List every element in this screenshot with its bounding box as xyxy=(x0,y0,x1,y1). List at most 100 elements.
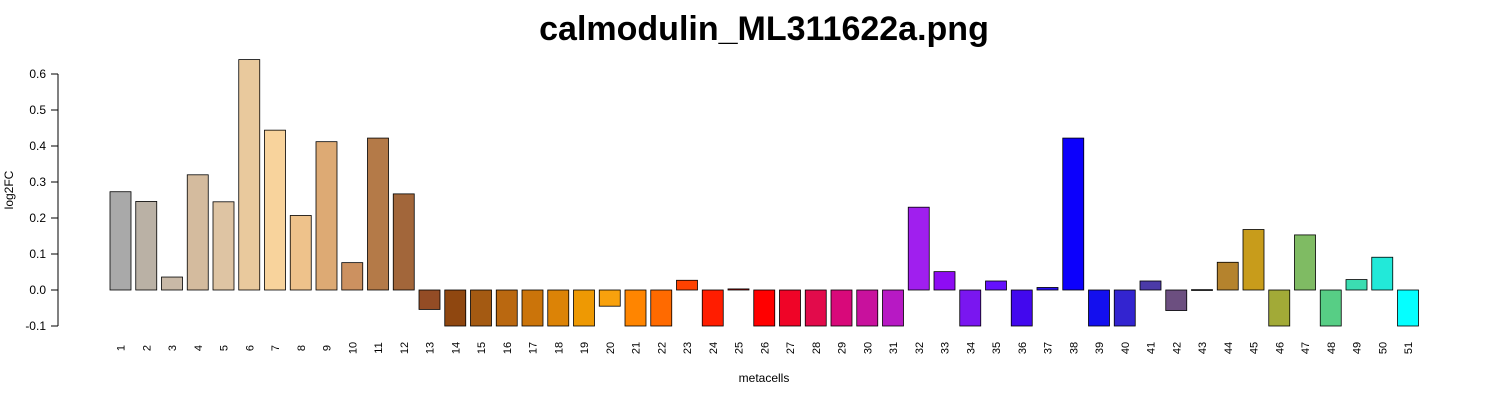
bar xyxy=(161,276,183,291)
x-tick-label: 28 xyxy=(811,342,823,354)
bar xyxy=(392,193,415,291)
bar xyxy=(135,201,158,291)
x-tick-label: 17 xyxy=(528,342,540,354)
bar xyxy=(1216,261,1239,291)
x-tick-label: 24 xyxy=(708,342,720,354)
x-tick-label: 1 xyxy=(116,345,128,351)
x-tick-label: 22 xyxy=(656,342,668,354)
x-tick-label: 46 xyxy=(1274,342,1286,354)
x-tick-label: 11 xyxy=(373,342,385,353)
bar xyxy=(212,201,235,291)
x-tick-label: 35 xyxy=(991,342,1003,354)
bar xyxy=(1345,279,1368,291)
bar xyxy=(444,289,467,327)
x-tick-label: 44 xyxy=(1223,342,1235,354)
bar xyxy=(495,289,518,327)
bar xyxy=(804,289,827,327)
bar xyxy=(367,137,389,291)
bar xyxy=(959,289,982,327)
bar xyxy=(1088,289,1110,327)
bar xyxy=(1294,234,1316,291)
bar xyxy=(779,289,801,327)
y-tick-label: 0.0 xyxy=(29,283,46,297)
bar xyxy=(238,59,261,291)
x-tick-label: 21 xyxy=(631,342,643,354)
bar xyxy=(753,289,776,327)
x-tick-label: 23 xyxy=(682,342,694,354)
x-tick-label: 43 xyxy=(1197,342,1209,354)
x-tick-label: 5 xyxy=(219,345,231,351)
bar xyxy=(1397,289,1419,327)
bar xyxy=(598,289,621,307)
bar xyxy=(676,279,698,291)
bar xyxy=(1242,229,1265,291)
bar xyxy=(1139,280,1162,291)
x-tick-label: 48 xyxy=(1326,342,1338,354)
bar xyxy=(186,174,209,291)
x-tick-label: 10 xyxy=(347,342,359,354)
bar xyxy=(289,215,312,291)
bar xyxy=(521,289,544,327)
x-tick-label: 51 xyxy=(1403,342,1415,354)
x-tick-label: 45 xyxy=(1249,342,1261,354)
x-tick-label: 33 xyxy=(940,342,952,354)
x-tick-label: 25 xyxy=(734,342,746,354)
x-tick-label: 14 xyxy=(450,342,462,354)
bar xyxy=(109,191,132,291)
bar xyxy=(1191,289,1213,291)
x-tick-label: 32 xyxy=(914,342,926,354)
bar xyxy=(1268,289,1291,327)
y-tick-label: 0.1 xyxy=(29,247,46,261)
x-tick-label: 20 xyxy=(605,342,617,354)
bar xyxy=(1062,137,1085,291)
bar xyxy=(1113,289,1136,327)
x-tick-label: 2 xyxy=(141,345,153,351)
bar xyxy=(547,289,570,327)
x-tick-label: 31 xyxy=(888,342,900,354)
x-tick-label: 4 xyxy=(193,345,205,351)
x-tick-label: 41 xyxy=(1146,342,1158,354)
x-tick-label: 36 xyxy=(1017,342,1029,354)
x-tick-label: 30 xyxy=(862,342,874,354)
y-tick-label: -0.1 xyxy=(25,319,46,333)
bar xyxy=(882,289,904,327)
x-tick-label: 19 xyxy=(579,342,591,354)
bar xyxy=(727,288,750,291)
bar xyxy=(315,141,338,291)
x-tick-label: 27 xyxy=(785,342,797,354)
bar xyxy=(985,280,1007,291)
x-tick-label: 9 xyxy=(322,345,334,351)
bar xyxy=(624,289,647,327)
bar xyxy=(1319,289,1342,327)
x-axis-label: metacells xyxy=(739,371,790,385)
bar xyxy=(933,271,956,291)
x-tick-label: 18 xyxy=(553,342,565,354)
x-tick-label: 3 xyxy=(167,345,179,351)
bar xyxy=(264,129,286,291)
x-tick-label: 15 xyxy=(476,342,488,354)
bar xyxy=(907,206,930,291)
y-axis-label: log2FC xyxy=(2,170,16,209)
bar xyxy=(650,289,673,327)
bar xyxy=(418,289,441,310)
bar xyxy=(573,289,595,327)
x-tick-label: 40 xyxy=(1120,342,1132,354)
x-tick-label: 8 xyxy=(296,345,308,351)
bar xyxy=(701,289,724,327)
bar xyxy=(470,289,492,327)
bar xyxy=(1010,289,1033,327)
x-tick-label: 34 xyxy=(965,342,977,354)
x-tick-label: 49 xyxy=(1352,342,1364,354)
bar xyxy=(341,262,364,291)
x-tick-label: 50 xyxy=(1377,342,1389,354)
x-tick-label: 13 xyxy=(425,342,437,354)
bar xyxy=(830,289,853,327)
y-tick-label: 0.5 xyxy=(29,103,46,117)
x-tick-label: 39 xyxy=(1094,342,1106,354)
x-tick-label: 26 xyxy=(759,342,771,354)
y-tick-label: 0.4 xyxy=(29,139,46,153)
y-tick-label: 0.2 xyxy=(29,211,46,225)
y-tick-label: 0.3 xyxy=(29,175,46,189)
